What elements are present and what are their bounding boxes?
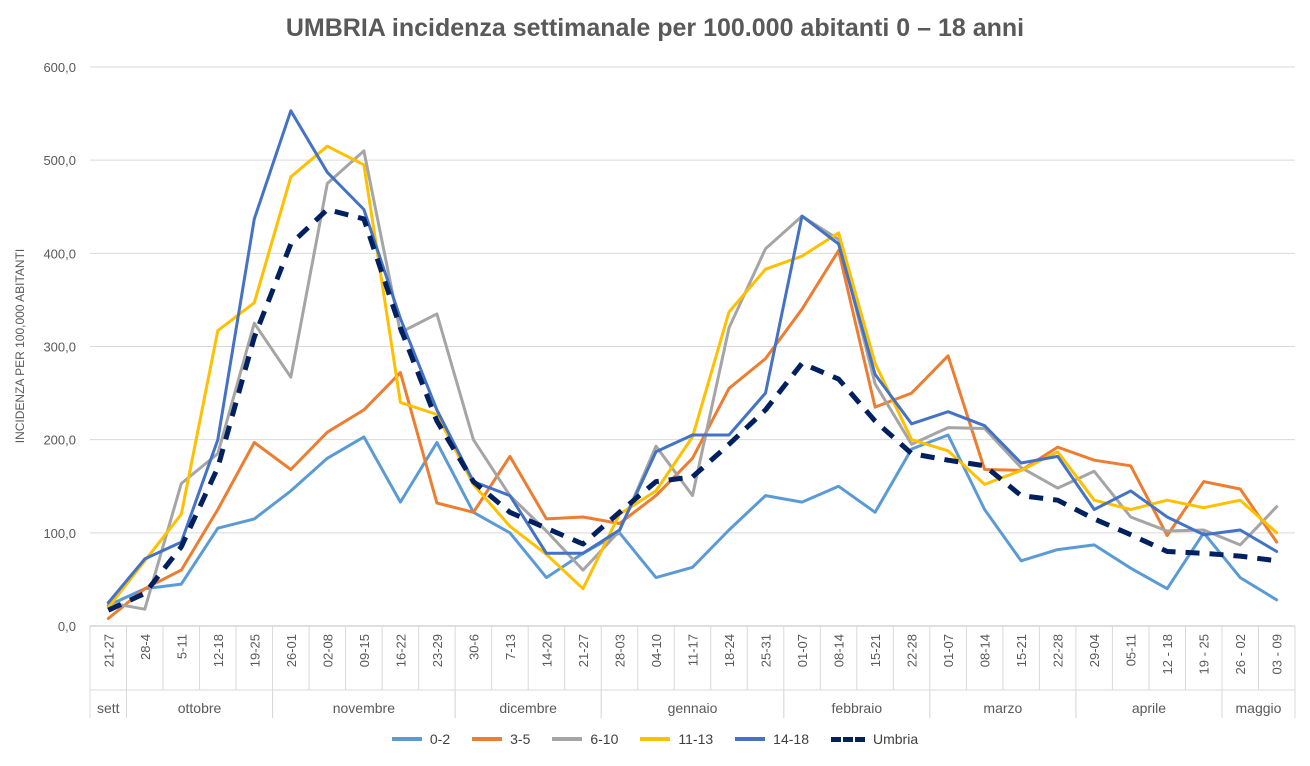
y-tick-label: 400,0 xyxy=(43,246,76,261)
x-tick-label: 08-14 xyxy=(832,634,847,667)
legend-item: 0-2 xyxy=(392,731,450,747)
x-tick-label: 5-11 xyxy=(174,634,189,659)
month-label: febbraio xyxy=(832,700,883,716)
month-label: maggio xyxy=(1236,700,1282,716)
x-tick-label: 12 - 18 xyxy=(1160,634,1175,674)
series-line-11-13 xyxy=(108,146,1276,607)
month-label: gennaio xyxy=(668,700,718,716)
y-tick-label: 600,0 xyxy=(43,60,76,75)
month-label: aprile xyxy=(1132,700,1166,716)
y-tick-label: 0,0 xyxy=(58,619,76,634)
x-tick-label: 15-21 xyxy=(868,634,883,667)
y-axis-title: INCIDENZA PER 100,000 ABITANTI xyxy=(13,249,27,444)
month-label: marzo xyxy=(983,700,1022,716)
series-lines xyxy=(108,111,1276,619)
legend-label: 0-2 xyxy=(430,731,450,747)
x-tick-label: 26-01 xyxy=(284,634,299,667)
x-tick-label: 01-07 xyxy=(941,634,956,667)
x-tick-label: 7-13 xyxy=(503,634,518,660)
series-line-6-10 xyxy=(108,151,1276,609)
legend-item: Umbria xyxy=(831,731,918,747)
legend-label: 14-18 xyxy=(773,731,809,747)
legend-swatch xyxy=(472,737,502,741)
x-tick-label: 18-24 xyxy=(722,634,737,667)
legend-label: 11-13 xyxy=(678,731,713,747)
x-tick-label: 15-21 xyxy=(1014,634,1029,667)
y-tick-label: 100,0 xyxy=(43,526,76,541)
x-tick-label: 22-28 xyxy=(905,634,920,667)
legend-label: Umbria xyxy=(873,731,918,747)
x-tick-label: 21-27 xyxy=(576,634,591,667)
x-tick-label: 29-04 xyxy=(1087,634,1102,667)
x-tick-label: 14-20 xyxy=(539,634,554,667)
x-tick-label: 23-29 xyxy=(430,634,445,667)
axis-labels: 0,0 100,0 200,0 300,0 400,0 500,0 600,0 21-27 28… xyxy=(43,60,1284,716)
series-line-14-18 xyxy=(108,111,1276,603)
legend-label: 3-5 xyxy=(510,731,530,747)
x-tick-label: 28-03 xyxy=(612,634,627,667)
legend-item: 11-13 xyxy=(640,731,713,747)
legend-swatch xyxy=(392,737,422,741)
x-tick-label: 21-27 xyxy=(101,634,116,667)
x-tick-label: 19 - 25 xyxy=(1197,634,1212,674)
x-tick-label: 22-28 xyxy=(1051,634,1066,667)
y-tick-label: 200,0 xyxy=(43,433,76,448)
x-tick-label: 26 - 02 xyxy=(1233,634,1248,674)
x-tick-label: 30-6 xyxy=(466,634,481,660)
legend: 0-2 3-5 6-10 11-13 14-18 Umbria xyxy=(0,731,1310,747)
y-tick-label: 300,0 xyxy=(43,340,76,355)
legend-item: 3-5 xyxy=(472,731,530,747)
legend-item: 6-10 xyxy=(552,731,618,747)
x-tick-label: 19-25 xyxy=(247,634,262,667)
month-label: ottobre xyxy=(178,700,222,716)
legend-swatch xyxy=(552,737,582,741)
x-tick-label: 05-11 xyxy=(1124,634,1139,666)
x-tick-label: 02-08 xyxy=(320,634,335,667)
x-tick-label: 16-22 xyxy=(393,634,408,667)
legend-swatch xyxy=(640,737,670,741)
month-label: novembre xyxy=(333,700,395,716)
legend-swatch xyxy=(735,737,765,741)
x-tick-label: 08-14 xyxy=(978,634,993,667)
x-tick-label: 12-18 xyxy=(211,634,226,667)
y-tick-label: 500,0 xyxy=(43,153,76,168)
x-tick-label: 01-07 xyxy=(795,634,810,667)
legend-label: 6-10 xyxy=(590,731,618,747)
legend-item: 14-18 xyxy=(735,731,809,747)
month-label: sett xyxy=(97,700,120,716)
month-label: dicembre xyxy=(499,700,557,716)
x-tick-label: 09-15 xyxy=(357,634,372,667)
x-tick-label: 04-10 xyxy=(649,634,664,667)
x-tick-label: 11-17 xyxy=(686,634,701,666)
line-chart: 0,0 100,0 200,0 300,0 400,0 500,0 600,0 21-27 28… xyxy=(0,0,1310,766)
x-tick-label: 25-31 xyxy=(759,634,774,667)
x-tick-label: 28-4 xyxy=(138,634,153,660)
x-tick-label: 03 - 09 xyxy=(1270,634,1285,674)
legend-swatch xyxy=(831,737,865,742)
